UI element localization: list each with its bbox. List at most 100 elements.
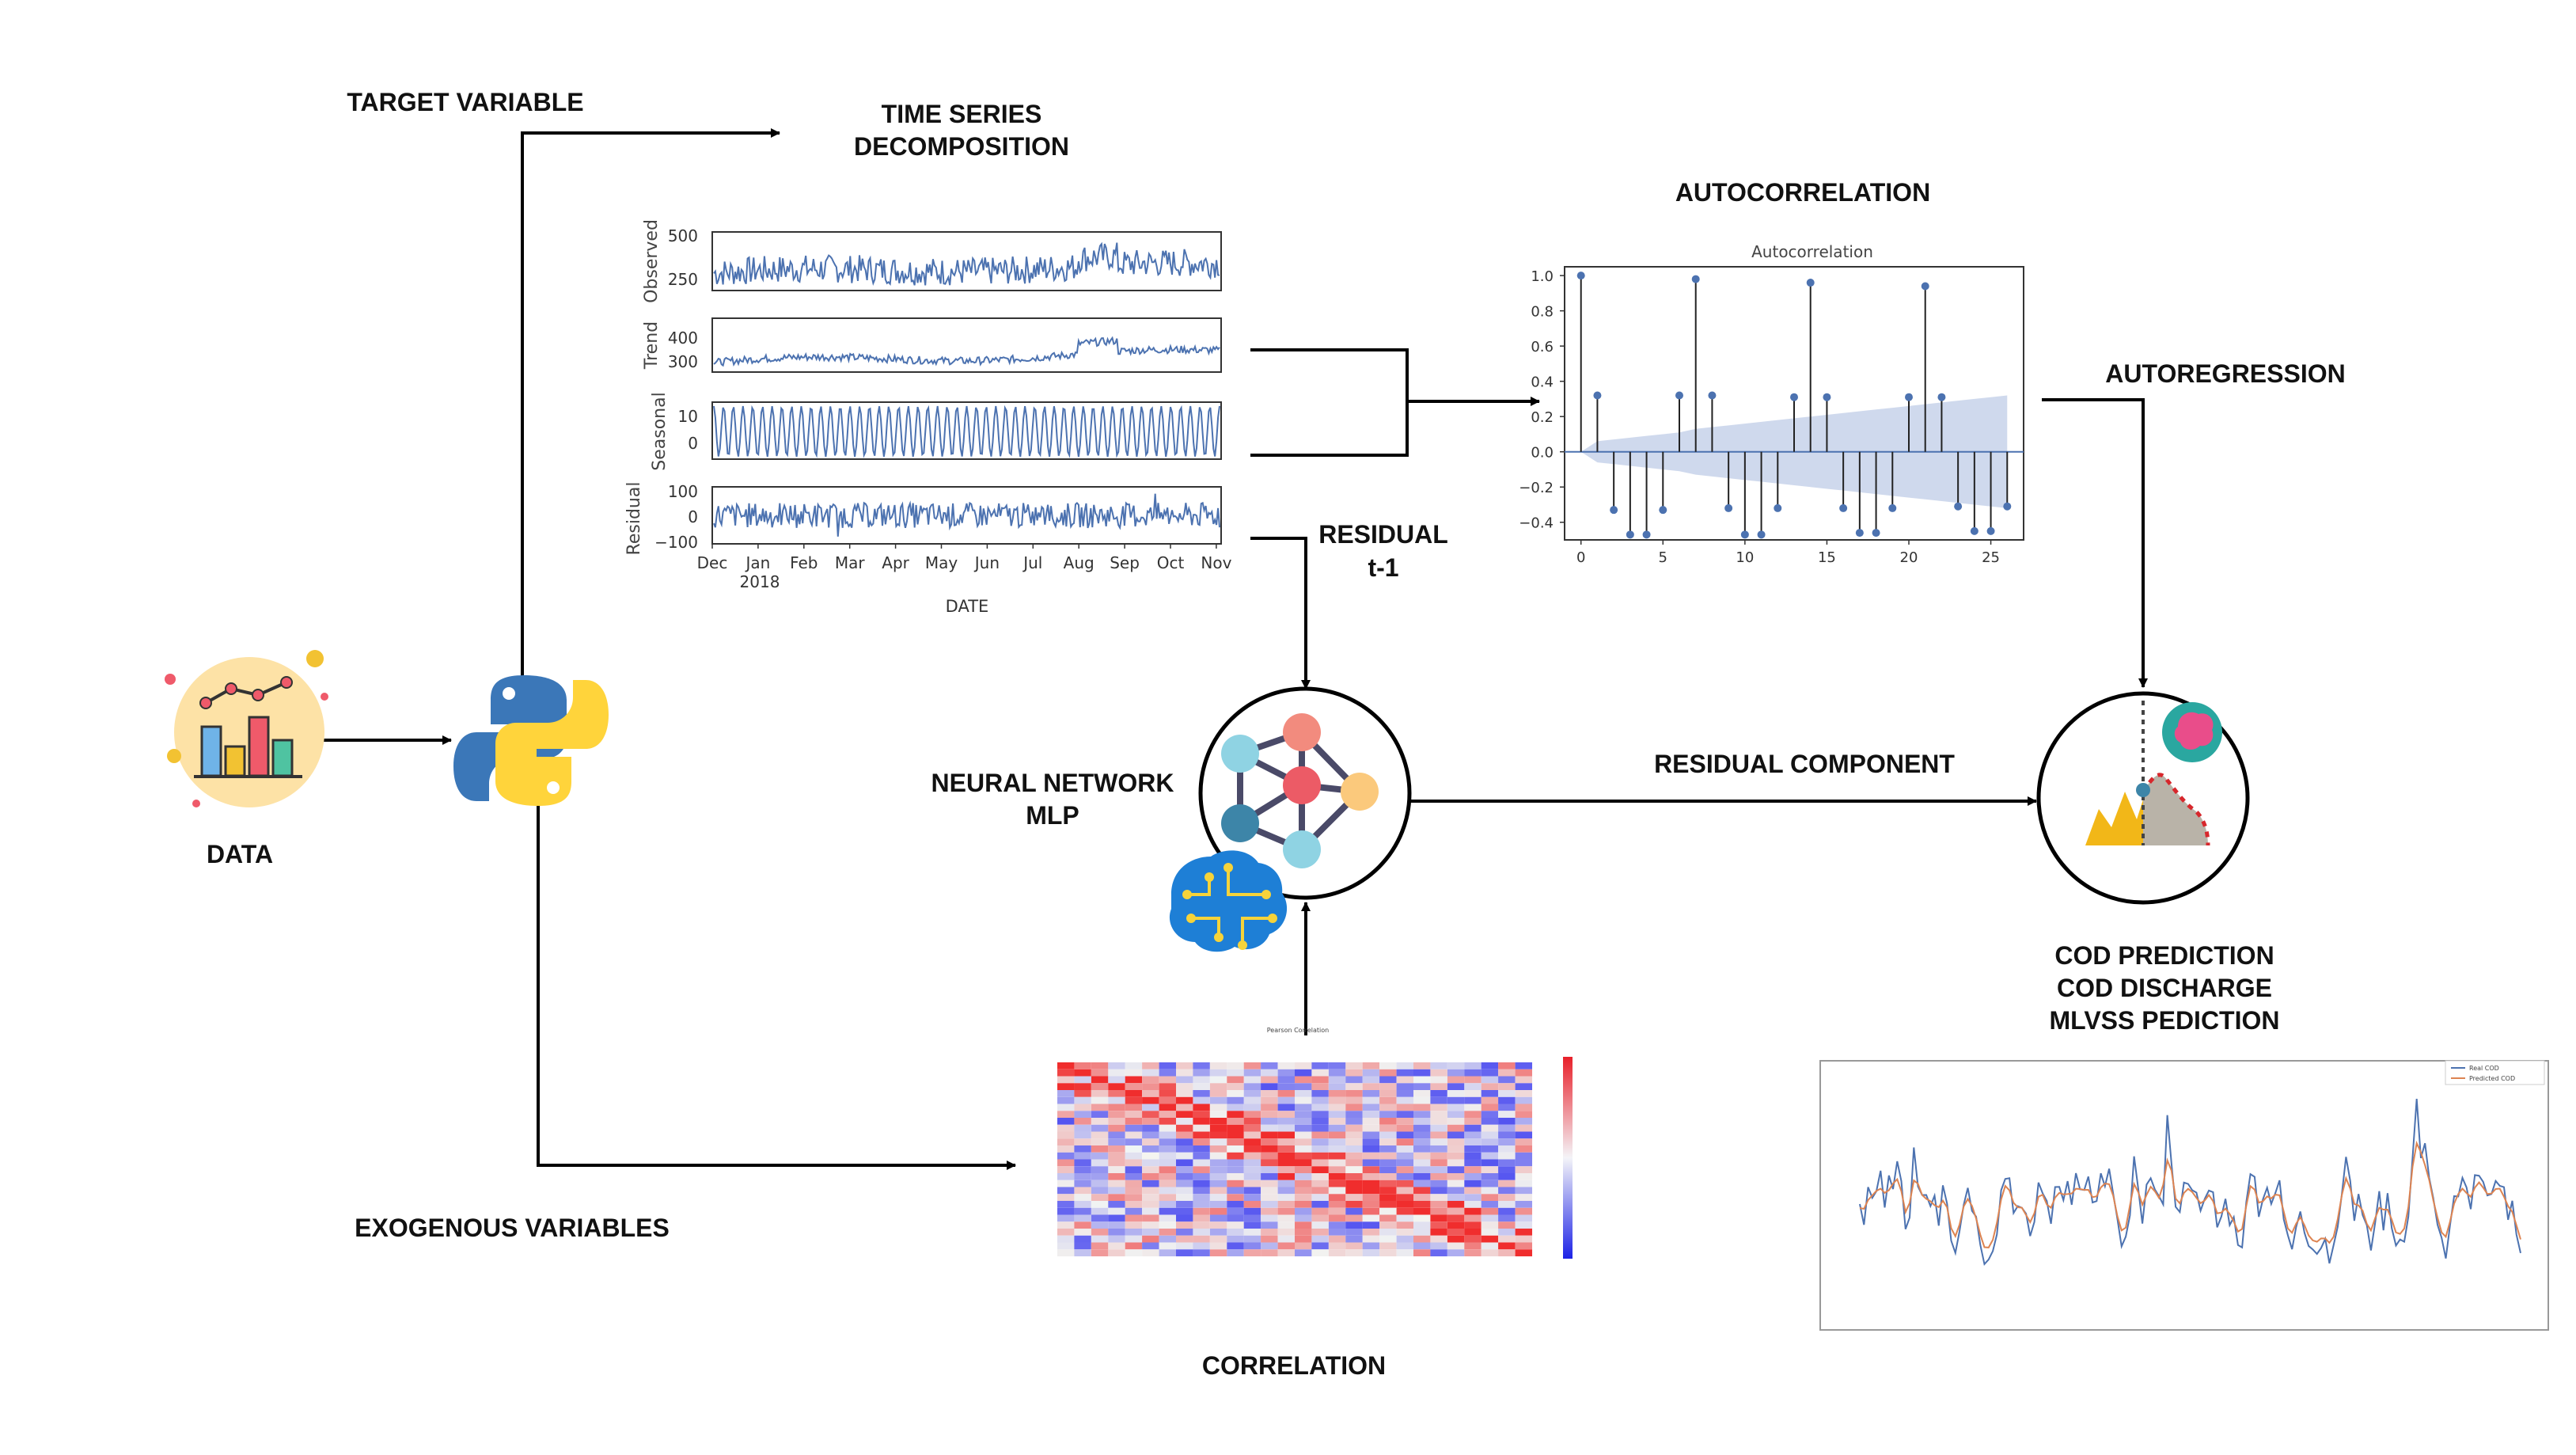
heatmap-cell [1498, 1076, 1516, 1084]
heatmap-cell [1379, 1090, 1397, 1097]
heatmap-cell [1142, 1124, 1159, 1132]
heatmap-cell [1091, 1152, 1109, 1160]
heatmap-cell [1362, 1076, 1380, 1084]
heatmap-cell [1277, 1104, 1296, 1111]
heatmap-cell [1142, 1069, 1159, 1077]
acf-y-tick: 1.0 [1531, 268, 1554, 285]
heatmap-cell [1345, 1173, 1363, 1180]
heatmap-cell [1108, 1138, 1125, 1146]
heatmap-cell [1311, 1138, 1329, 1146]
observed-tick: 250 [668, 270, 698, 289]
heatmap-cell [1498, 1131, 1516, 1139]
heatmap-cell [1277, 1069, 1296, 1077]
heatmap-cell [1142, 1145, 1159, 1153]
heatmap-cell [1176, 1096, 1193, 1104]
heatmap-cell [1057, 1111, 1075, 1119]
heatmap-cell [1243, 1062, 1261, 1069]
heatmap-cell [1345, 1242, 1363, 1250]
heatmap-cell [1277, 1207, 1296, 1215]
heatmap-cell [1362, 1090, 1380, 1097]
heatmap-cell [1413, 1201, 1431, 1208]
heatmap-cell [1413, 1104, 1431, 1111]
heatmap-cell [1277, 1159, 1296, 1167]
heatmap-cell [1209, 1076, 1227, 1084]
heatmap-cell [1142, 1235, 1159, 1243]
heatmap-cell [1277, 1194, 1296, 1202]
heatmap-cell [1108, 1076, 1125, 1084]
heatmap-cell [1447, 1180, 1465, 1187]
heatmap-cell [1464, 1221, 1481, 1229]
heatmap-cell [1108, 1180, 1125, 1187]
heatmap-cell [1277, 1221, 1296, 1229]
heatmap-cell [1430, 1152, 1447, 1160]
heatmap-cell [1176, 1111, 1193, 1119]
heatmap-cell [1481, 1124, 1499, 1132]
heatmap-cell [1447, 1118, 1465, 1125]
heatmap-cell [1193, 1242, 1210, 1250]
acf-y-tick: 0.2 [1531, 409, 1554, 426]
observed-tick: 500 [668, 226, 698, 245]
heatmap-cell [1311, 1069, 1329, 1077]
heatmap-cell [1108, 1242, 1125, 1250]
heatmap-cell [1193, 1069, 1210, 1077]
heatmap-cell [1193, 1201, 1210, 1208]
heatmap-cell [1227, 1076, 1244, 1084]
acf-point [1626, 530, 1634, 539]
heatmap-cell [1243, 1166, 1261, 1174]
heatmap-cell [1379, 1118, 1397, 1125]
heatmap-cell [1413, 1214, 1431, 1222]
heatmap-cell [1345, 1138, 1363, 1146]
heatmap-cell [1159, 1242, 1177, 1250]
cod-plot-area [1819, 1060, 2549, 1331]
heatmap-cell [1328, 1076, 1346, 1084]
heatmap-cell [1227, 1221, 1244, 1229]
heatmap-cell [1227, 1187, 1244, 1195]
heatmap-cell [1108, 1124, 1125, 1132]
heatmap-cell [1277, 1062, 1296, 1069]
heatmap-cell [1295, 1131, 1312, 1139]
heatmap-cell [1074, 1180, 1091, 1187]
heatmap-cell [1091, 1145, 1109, 1153]
heatmap-cell [1345, 1145, 1363, 1153]
heatmap-cell [1108, 1083, 1125, 1091]
heatmap-cell [1464, 1069, 1481, 1077]
heatmap-cell [1209, 1118, 1227, 1125]
heatmap-cell [1108, 1201, 1125, 1208]
acf-point [1823, 393, 1831, 401]
heatmap-cell [1447, 1173, 1465, 1180]
heatmap-cell [1481, 1062, 1499, 1069]
heatmap-cell [1515, 1083, 1533, 1091]
heatmap-cell [1227, 1194, 1244, 1202]
correlation-heatmap: Pearson Correlation [1057, 1027, 1573, 1259]
heatmap-cell [1362, 1118, 1380, 1125]
heatmap-cell [1209, 1159, 1227, 1167]
heatmap-cell [1176, 1173, 1193, 1180]
heatmap-cell [1261, 1069, 1278, 1077]
heatmap-cell [1243, 1159, 1261, 1167]
acf-point [1937, 393, 1946, 401]
heatmap-cell [1074, 1083, 1091, 1091]
heatmap-cell [1362, 1235, 1380, 1243]
heatmap-cell [1481, 1249, 1499, 1257]
heatmap-cell [1209, 1111, 1227, 1119]
heatmap-cell [1413, 1166, 1431, 1174]
heatmap-cell [1498, 1166, 1516, 1174]
heatmap-cell [1074, 1229, 1091, 1236]
heatmap-cell [1311, 1145, 1329, 1153]
heatmap-cell [1125, 1104, 1143, 1111]
heatmap-cell [1295, 1124, 1312, 1132]
decomposition-chart: Observed Trend Seasonal Residual 500 250… [624, 219, 1232, 616]
heatmap-cell [1430, 1166, 1447, 1174]
heatmap-cell [1328, 1180, 1346, 1187]
heatmap-cell [1074, 1090, 1091, 1097]
heatmap-cell [1345, 1111, 1363, 1119]
heatmap-cell [1464, 1173, 1481, 1180]
heatmap-cell [1396, 1069, 1414, 1077]
heatmap-cell [1498, 1187, 1516, 1195]
heatmap-cell [1142, 1138, 1159, 1146]
acf-point [1740, 530, 1749, 539]
heatmap-cell [1277, 1090, 1296, 1097]
heatmap-cell [1277, 1124, 1296, 1132]
arrow-target-variable [521, 128, 780, 677]
heatmap-cell [1481, 1194, 1499, 1202]
